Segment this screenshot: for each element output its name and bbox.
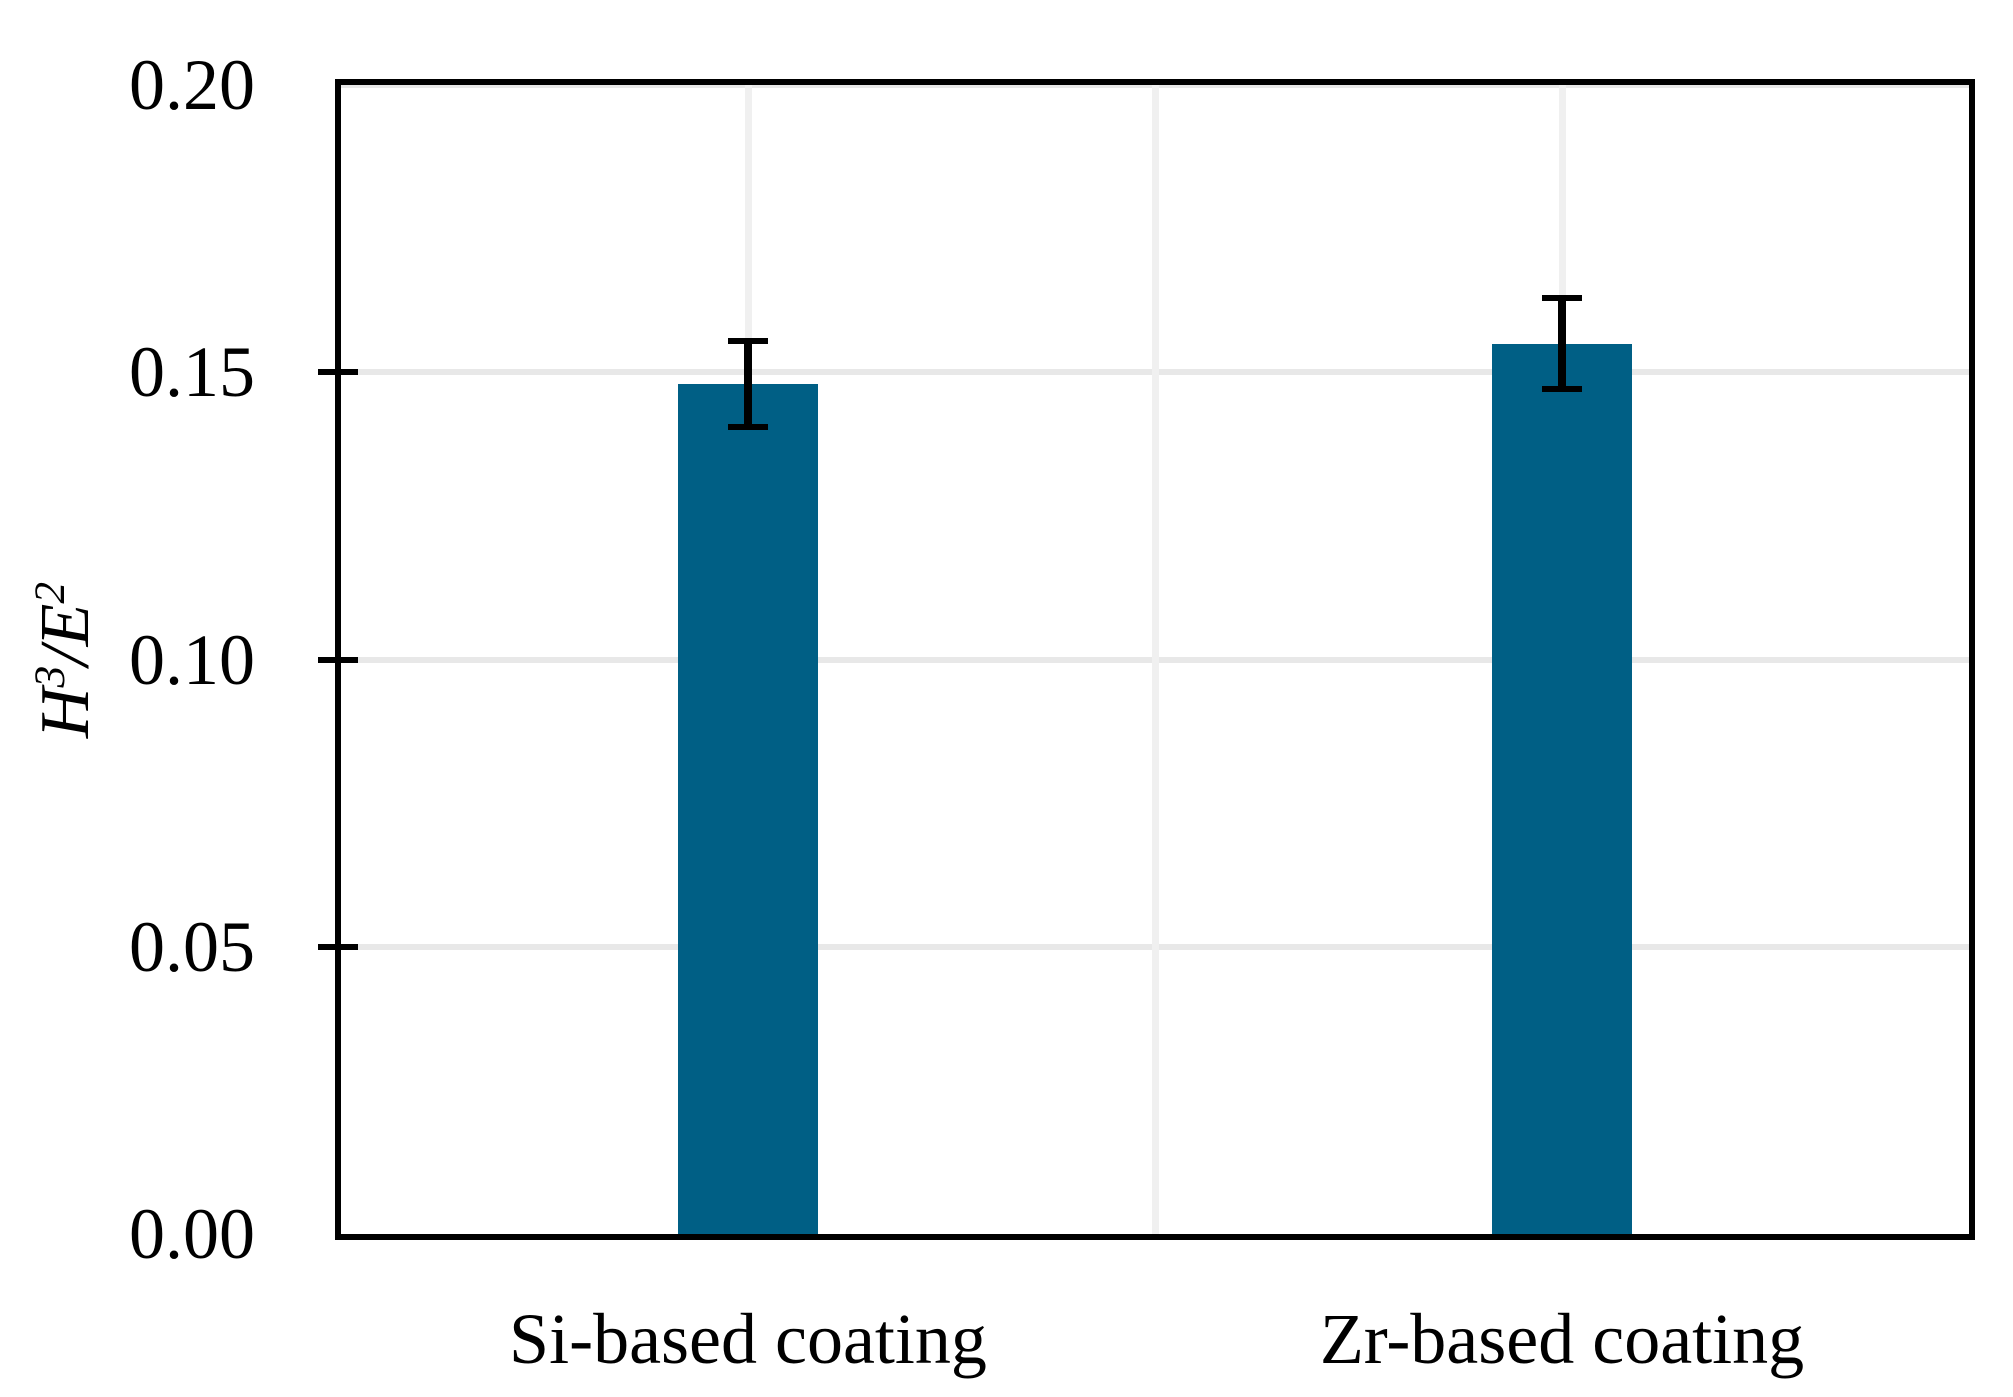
y-tick-label: 0.00 — [129, 1194, 255, 1274]
bar-zr-based-coating — [1492, 344, 1632, 1234]
error-bar-line — [744, 341, 752, 427]
y-tick-label: 0.10 — [129, 620, 255, 700]
error-bar-cap-bottom — [728, 424, 768, 430]
bar-si-based-coating — [678, 384, 818, 1234]
y-tick-label: 0.05 — [129, 907, 255, 987]
x-category-label: Si-based coating — [509, 1299, 987, 1379]
error-bar-cap-top — [1542, 295, 1582, 301]
y-tick — [318, 944, 358, 950]
error-bar-cap-top — [728, 338, 768, 344]
error-bar-line — [1558, 298, 1566, 390]
plot-frame — [335, 79, 1975, 1240]
error-bar-cap-bottom — [1542, 386, 1582, 392]
y-tick-label: 0.15 — [129, 332, 255, 412]
y-axis-title-part: 2 — [26, 581, 75, 604]
x-category-label: Zr-based coating — [1319, 1299, 1805, 1379]
y-tick-label: 0.20 — [129, 45, 255, 125]
v-gridline — [1152, 85, 1159, 1234]
y-tick — [318, 369, 358, 375]
y-tick — [318, 657, 358, 663]
